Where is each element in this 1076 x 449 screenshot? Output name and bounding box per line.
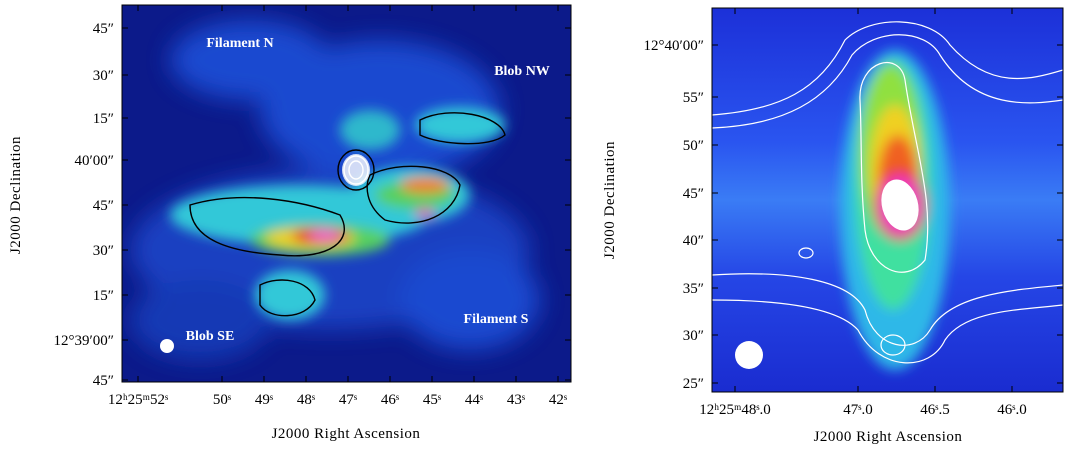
y-axis-label: J2000 Declination <box>602 141 618 259</box>
y-tick-label: 45″ <box>93 373 114 389</box>
y-tick-label: 40″ <box>683 233 704 249</box>
annotation: Blob NW <box>494 64 550 79</box>
y-tick-label: 25″ <box>683 376 704 392</box>
y-tick-label: 30″ <box>683 328 704 344</box>
y-tick-label: 30″ <box>93 68 114 84</box>
right-image <box>712 8 1063 392</box>
x-tick-label: 46ˢ.0 <box>997 402 1026 418</box>
y-tick-label: 12°40′00″ <box>643 38 704 54</box>
x-axis-label: J2000 Right Ascension <box>814 429 963 445</box>
y-tick-label: 45″ <box>683 186 704 202</box>
x-tick-label: 12ʰ25ᵐ48ˢ.0 <box>699 402 771 418</box>
annotation: Blob SE <box>186 329 235 344</box>
x-tick-label: 47ˢ <box>339 392 357 408</box>
y-tick-label: 15″ <box>93 111 114 127</box>
y-axis-label: J2000 Declination <box>8 136 24 254</box>
y-tick-label: 50″ <box>683 138 704 154</box>
y-tick-label: 45″ <box>93 198 114 214</box>
y-tick-label: 12°39′00″ <box>53 333 114 349</box>
x-tick-label: 44ˢ <box>465 392 483 408</box>
x-tick-label: 42ˢ <box>549 392 567 408</box>
x-tick-label: 45ˢ <box>423 392 441 408</box>
annotation: Filament N <box>206 36 273 51</box>
x-axis-label: J2000 Right Ascension <box>272 426 421 442</box>
y-tick-label: 40′00″ <box>74 153 114 169</box>
y-tick-label: 30″ <box>93 243 114 259</box>
annotation: Filament S <box>464 312 529 327</box>
beam <box>735 341 763 369</box>
figure: 12ʰ25ᵐ52ˢ 50ˢ 49ˢ 48ˢ 47ˢ 46ˢ 45ˢ 44ˢ 43ˢ 42ˢ 45″ 3… <box>0 0 1076 449</box>
x-tick-label: 46ˢ <box>381 392 399 408</box>
beam <box>160 339 174 353</box>
x-tick-label: 47ˢ.0 <box>843 402 872 418</box>
y-tick-label: 45″ <box>93 21 114 37</box>
x-tick-label: 43ˢ <box>507 392 525 408</box>
y-tick-label: 35″ <box>683 281 704 297</box>
x-tick-label: 12ʰ25ᵐ52ˢ <box>108 392 168 408</box>
x-tick-label: 48ˢ <box>297 392 315 408</box>
x-tick-label: 50ˢ <box>213 392 231 408</box>
y-tick-label: 15″ <box>93 288 114 304</box>
x-tick-label: 49ˢ <box>255 392 273 408</box>
y-tick-label: 55″ <box>683 90 704 106</box>
x-tick-label: 46ˢ.5 <box>920 402 949 418</box>
